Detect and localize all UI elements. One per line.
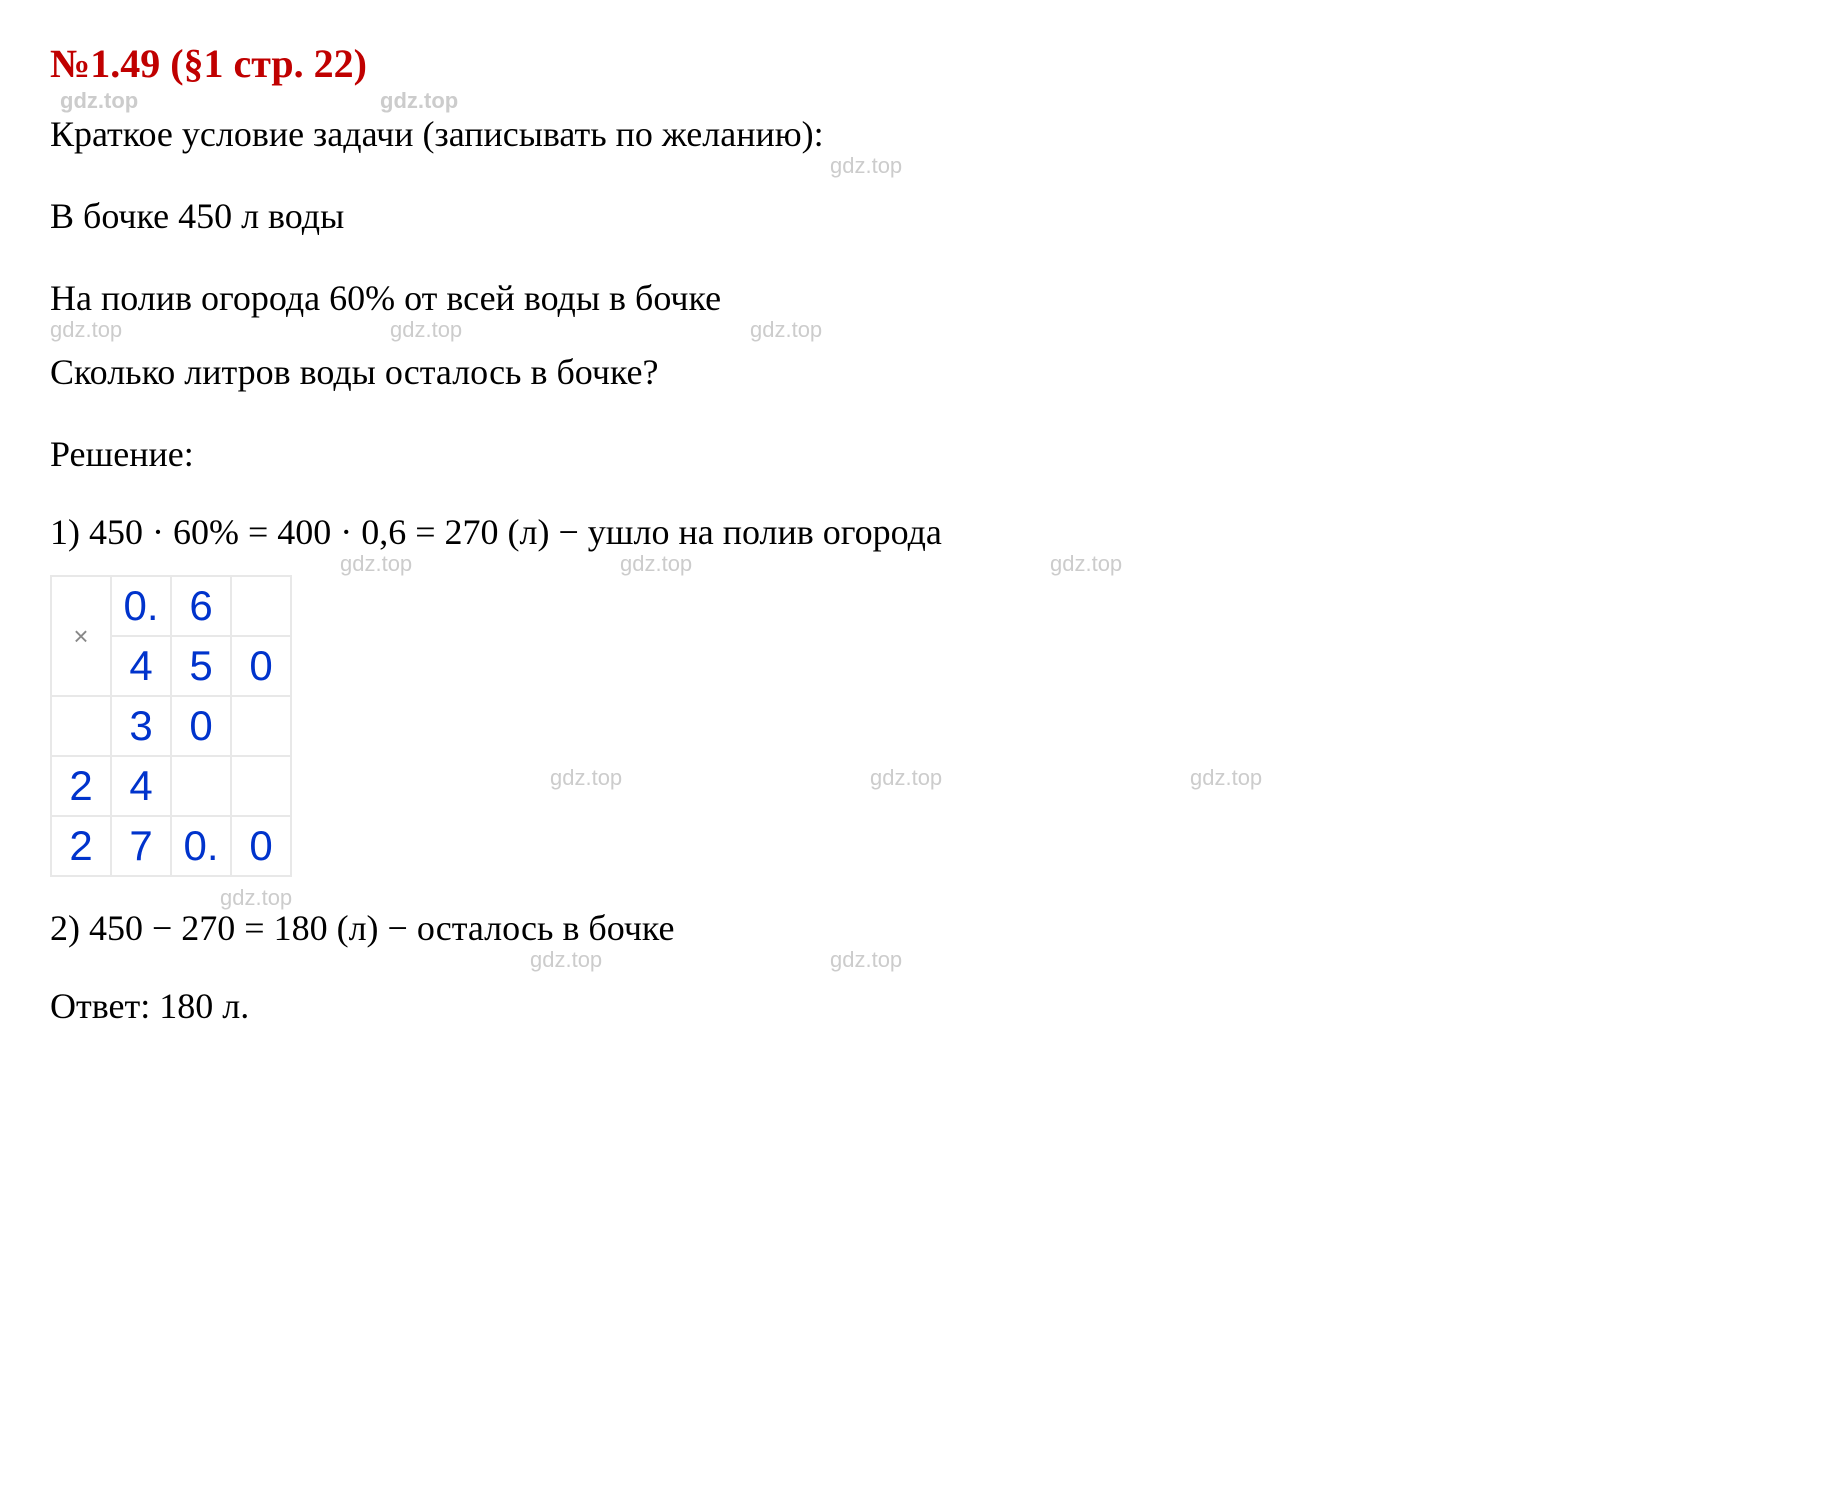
table-cell: 7 xyxy=(111,816,171,876)
step-1-text: 1) 450 · 60% = 400 · 0,6 = 270 (л) − ушл… xyxy=(50,512,942,552)
problem-title: №1.49 (§1 стр. 22) gdz.top gdz.top xyxy=(50,40,1796,87)
table-cell: 2 xyxy=(51,756,111,816)
table-cell: 0 xyxy=(231,636,291,696)
condition-text: Краткое условие задачи (записывать по же… xyxy=(50,114,824,154)
table-cell xyxy=(51,696,111,756)
watermark: gdz.top xyxy=(830,943,902,976)
watermark: gdz.top xyxy=(550,765,622,791)
operator-cell: × xyxy=(51,576,111,696)
step-1: 1) 450 · 60% = 400 · 0,6 = 270 (л) − ушл… xyxy=(50,505,1796,559)
table-cell xyxy=(171,756,231,816)
table-cell xyxy=(231,696,291,756)
table-cell: 0 xyxy=(231,816,291,876)
answer-line: Ответ: 180 л. xyxy=(50,979,1796,1033)
watermark: gdz.top xyxy=(830,149,902,182)
given-line-2-text: На полив огорода 60% от всей воды в бочк… xyxy=(50,278,721,318)
watermark: gdz.top xyxy=(870,765,942,791)
table-row: 2 7 0. 0 xyxy=(51,816,291,876)
table-row: 2 4 xyxy=(51,756,291,816)
table-cell: 2 xyxy=(51,816,111,876)
condition-label: Краткое условие задачи (записывать по же… xyxy=(50,107,1796,161)
table-cell: 0. xyxy=(171,816,231,876)
table-cell: 5 xyxy=(171,636,231,696)
table-cell: 3 xyxy=(111,696,171,756)
table-cell xyxy=(231,576,291,636)
title-text: №1.49 (§1 стр. 22) xyxy=(50,41,367,86)
step-2: 2) 450 − 270 = 180 (л) − осталось в бочк… xyxy=(50,901,1796,955)
table-cell: 4 xyxy=(111,636,171,696)
solution-label: Решение: xyxy=(50,427,1796,481)
given-line-2: На полив огорода 60% от всей воды в бочк… xyxy=(50,271,1796,325)
step-2-text: 2) 450 − 270 = 180 (л) − осталось в бочк… xyxy=(50,908,675,948)
table-cell: 0. xyxy=(111,576,171,636)
table-cell: 4 xyxy=(111,756,171,816)
multiplication-table: × 0. 6 4 5 0 3 0 2 4 2 7 0. 0 gdz.top xyxy=(50,575,1796,877)
watermark: gdz.top xyxy=(1190,765,1262,791)
table-row: 3 0 xyxy=(51,696,291,756)
given-line-1: В бочке 450 л воды xyxy=(50,189,1796,243)
table-row: × 0. 6 xyxy=(51,576,291,636)
table-cell: 0 xyxy=(171,696,231,756)
table-cell xyxy=(231,756,291,816)
watermark: gdz.top xyxy=(750,313,822,346)
table-cell: 6 xyxy=(171,576,231,636)
question-line: Сколько литров воды осталось в бочке? xyxy=(50,345,1796,399)
